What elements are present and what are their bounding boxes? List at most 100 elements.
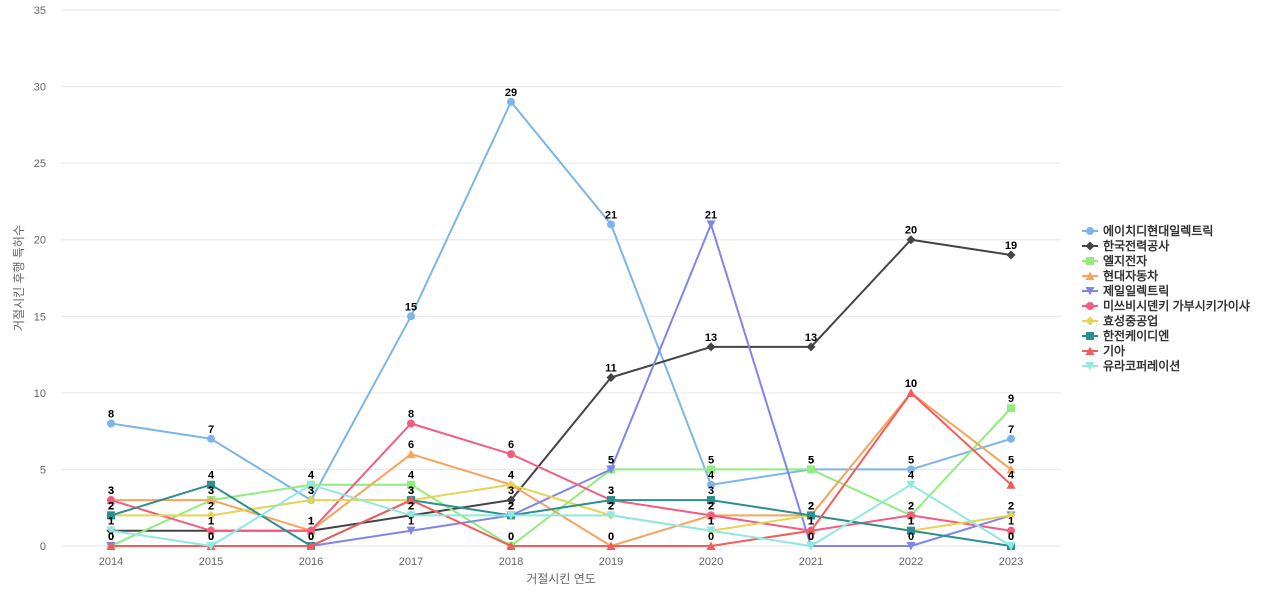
data-point: [107, 496, 115, 505]
data-point: [606, 465, 616, 474]
data-point: [506, 511, 516, 520]
data-point: [707, 511, 715, 520]
data-label: 11: [605, 363, 617, 375]
data-label: 2: [808, 500, 814, 512]
data-label: 2: [708, 500, 714, 512]
data-label: 2: [108, 500, 114, 512]
data-label: 1: [308, 516, 314, 528]
data-point: [1007, 434, 1015, 443]
legend-item[interactable]: 엘지전자: [1082, 253, 1147, 268]
data-label: 4: [308, 470, 315, 482]
legend-label: 효성중공업: [1103, 314, 1158, 328]
data-label: 21: [705, 209, 717, 221]
x-tick-label: 2020: [699, 556, 723, 568]
data-point: [406, 511, 416, 520]
data-label: 1: [108, 516, 114, 528]
data-point: [107, 511, 115, 520]
data-label: 21: [605, 209, 617, 221]
data-point: [906, 235, 916, 245]
data-label: 3: [608, 485, 614, 497]
data-label: 8: [108, 408, 114, 420]
data-label: 5: [708, 454, 714, 466]
data-point: [906, 480, 916, 490]
data-label: 2: [908, 500, 914, 512]
data-label: 1: [808, 516, 814, 528]
data-point: [906, 542, 916, 551]
legend-item[interactable]: 한국전력공사: [1082, 238, 1169, 253]
legend-label: 한전케이디엔: [1103, 328, 1169, 343]
data-label: 29: [505, 87, 517, 99]
data-point: [606, 511, 616, 520]
data-label: 3: [508, 485, 514, 497]
data-label: 10: [905, 378, 917, 390]
data-point: [1085, 271, 1095, 280]
data-point: [406, 526, 416, 536]
x-tick-label: 2014: [99, 556, 123, 568]
data-label: 13: [705, 332, 717, 344]
data-label: 1: [808, 516, 814, 528]
data-label: 1: [908, 516, 914, 528]
y-tick-label: 20: [34, 235, 46, 247]
data-point: [706, 541, 716, 550]
legend-item[interactable]: 기아: [1082, 343, 1125, 358]
legend-item[interactable]: 유라코퍼레이션: [1082, 358, 1180, 373]
data-point: [1007, 526, 1015, 535]
data-point: [706, 526, 716, 536]
data-point: [1006, 510, 1016, 520]
data-label: 2: [508, 500, 514, 512]
data-label: 1: [408, 516, 414, 528]
data-label: 3: [708, 485, 714, 497]
data-point: [706, 220, 716, 229]
legend-item[interactable]: 제일일렉트릭: [1082, 284, 1169, 298]
data-label: 5: [808, 454, 814, 466]
data-point: [1006, 464, 1016, 474]
data-point: [807, 465, 815, 474]
y-axis-ticks: 0 5 10 15 20 25 30 35: [34, 5, 46, 553]
data-label: 10: [905, 378, 917, 390]
data-label: 1: [108, 516, 114, 528]
legend-item[interactable]: 효성중공업: [1082, 314, 1158, 328]
series: [107, 97, 1015, 505]
data-label: 2: [908, 500, 914, 512]
series-line: [111, 238, 1012, 532]
data-point: [1085, 362, 1095, 371]
x-axis-ticks: 2014 2015 2016 2017 2018 2019 2020 2021 2022 2023: [99, 556, 1023, 568]
data-label: 3: [308, 485, 314, 497]
data-label: 3: [108, 485, 114, 497]
legend-label: 제일일렉트릭: [1103, 284, 1169, 298]
legend-label: 엘지전자: [1103, 253, 1147, 268]
data-label: 2: [1008, 500, 1014, 512]
data-point: [306, 480, 316, 490]
legend-item[interactable]: 현대자동차: [1082, 268, 1158, 283]
data-label: 0: [508, 531, 514, 543]
data-point: [306, 495, 316, 505]
data-point: [706, 342, 716, 352]
data-point: [407, 480, 415, 489]
legend-item[interactable]: 미쓰비시덴키 가부시키가이샤: [1082, 298, 1250, 313]
data-label: 19: [1005, 240, 1017, 252]
data-label: 7: [1008, 424, 1014, 436]
data-point: [1006, 480, 1016, 489]
x-tick-label: 2023: [999, 556, 1023, 568]
data-label: 2: [808, 500, 814, 512]
legend-item[interactable]: 에이치디현대일렉트릭: [1082, 223, 1213, 238]
data-label: 5: [608, 454, 614, 466]
data-label: 0: [308, 531, 314, 543]
data-point: [607, 220, 615, 229]
data-label: 2: [608, 500, 614, 512]
data-point: [1085, 287, 1095, 296]
data-label: 0: [108, 531, 114, 543]
data-label: 5: [1008, 454, 1014, 466]
series-line: [111, 223, 1012, 547]
data-point: [207, 434, 215, 443]
data-label: 2: [408, 500, 414, 512]
data-label: 2: [508, 500, 514, 512]
data-label: 4: [508, 470, 515, 482]
data-point: [306, 541, 316, 550]
legend-item[interactable]: 한전케이디엔: [1082, 328, 1169, 343]
legend-label: 현대자동차: [1103, 268, 1158, 283]
data-point: [506, 480, 516, 490]
data-label: 2: [808, 500, 814, 512]
data-label: 1: [308, 516, 314, 528]
